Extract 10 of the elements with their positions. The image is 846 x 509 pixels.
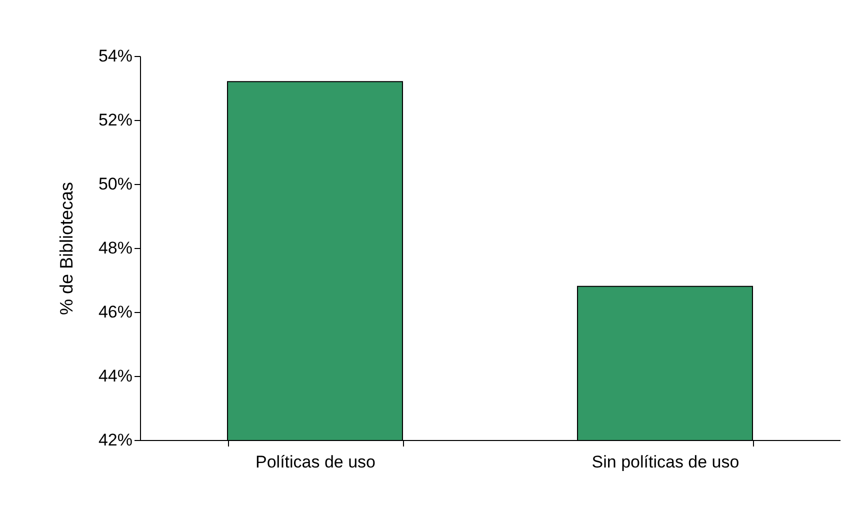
x-tick-label: Políticas de uso	[255, 452, 376, 472]
y-tick-label: 44%	[98, 366, 132, 386]
y-tick-label: 46%	[98, 302, 132, 322]
y-tick-label: 54%	[98, 46, 132, 66]
y-axis-title: % de Bibliotecas	[56, 182, 76, 316]
y-tick-label: 50%	[98, 174, 132, 194]
y-tick-label: 48%	[98, 238, 132, 258]
x-tick-label: Sin políticas de uso	[592, 452, 740, 472]
y-tick-label: 52%	[98, 110, 132, 130]
y-tick-label: 42%	[98, 430, 132, 450]
